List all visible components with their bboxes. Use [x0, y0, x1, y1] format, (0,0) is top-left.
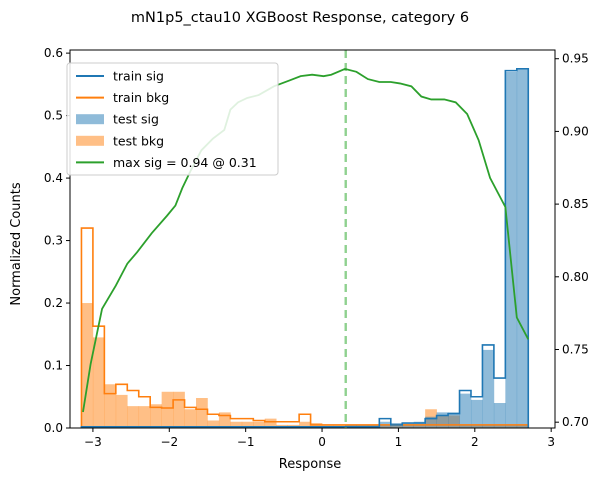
test-sig-bar [436, 412, 449, 428]
test-bkg-bar [92, 337, 105, 428]
x-tick-label: −3 [84, 435, 102, 449]
test-bkg-bar [264, 418, 277, 428]
test-bkg-bar [241, 421, 254, 428]
legend-label: max sig = 0.94 @ 0.31 [113, 155, 257, 170]
test-bkg-bar [127, 406, 140, 428]
y-tick-label: 0.1 [44, 359, 63, 373]
test-bkg-bar [218, 412, 231, 428]
y-tick-label: 0.2 [44, 296, 63, 310]
y2-tick-label: 0.90 [562, 124, 589, 138]
plot-frame [69, 49, 556, 429]
legend-box [66, 62, 279, 176]
test-sig-bar [482, 349, 495, 428]
test-bkg-bar [184, 409, 197, 428]
y2-tick-label: 0.70 [562, 415, 589, 429]
test-bkg-bar [138, 406, 151, 428]
x-tick-label: 0 [318, 435, 326, 449]
test-sig-bar [493, 403, 506, 428]
test-sig-bar [459, 393, 472, 428]
y2-tick-label: 0.95 [562, 52, 589, 66]
y2-tick-label: 0.85 [562, 197, 589, 211]
y-tick-label: 0.4 [44, 171, 63, 185]
test-bkg-bar [115, 394, 128, 428]
train-sig-step [80, 67, 530, 428]
x-axis: −3 −2 −1 0 1 2 3 [84, 428, 555, 449]
y2-tick-label: 0.80 [562, 270, 589, 284]
test-sig-bar [516, 68, 529, 428]
y-axis-label: Normalized Counts [9, 182, 24, 305]
test-bkg-bar [207, 420, 220, 428]
test-bkg-bar [161, 391, 174, 428]
x-tick-label: 1 [395, 435, 403, 449]
test-bkg-bar [173, 391, 185, 428]
plot-area [80, 50, 530, 428]
y-axis-left: 0.0 0.1 0.2 0.3 0.4 0.5 0.6 [44, 46, 70, 435]
legend-swatch [76, 135, 104, 146]
y-tick-label: 0.3 [44, 234, 63, 248]
test-bkg-bar [150, 404, 162, 428]
x-tick-label: −2 [160, 435, 178, 449]
y-tick-label: 0.5 [44, 109, 63, 123]
test-bkg-bar [253, 421, 266, 428]
legend-label: test sig [113, 112, 159, 127]
legend-label: train bkg [113, 90, 169, 105]
test-bkg-bar [299, 421, 311, 428]
y-axis-right: 0.70 0.75 0.80 0.85 0.90 0.95 [555, 52, 589, 429]
test-bkg-bar [196, 398, 208, 428]
train-bkg-step [80, 227, 530, 428]
legend-swatch [76, 114, 104, 125]
test-bkg-bar [104, 384, 117, 428]
x-tick-label: −1 [237, 435, 255, 449]
legend: train sig train bkg test sig test bkg max si… [66, 62, 279, 176]
test-sig-bar [505, 71, 518, 428]
x-tick-label: 2 [471, 435, 479, 449]
y-tick-label: 0.6 [44, 46, 63, 60]
test-sig-bar [448, 412, 460, 428]
legend-label: train sig [113, 69, 164, 84]
legend-label: test bkg [113, 133, 164, 148]
y2-tick-label: 0.75 [562, 342, 589, 356]
test-sig-bar [470, 399, 483, 428]
significance-curve [82, 67, 530, 413]
test-bkg-bar [230, 421, 243, 428]
x-tick-label: 3 [547, 435, 555, 449]
y-tick-label: 0.0 [44, 421, 63, 435]
chart-title: mN1p5_ctau10 XGBoost Response, category … [131, 10, 469, 26]
x-axis-label: Response [279, 457, 341, 472]
test-sig-bar [425, 416, 437, 428]
test-bkg-bar [81, 303, 94, 428]
